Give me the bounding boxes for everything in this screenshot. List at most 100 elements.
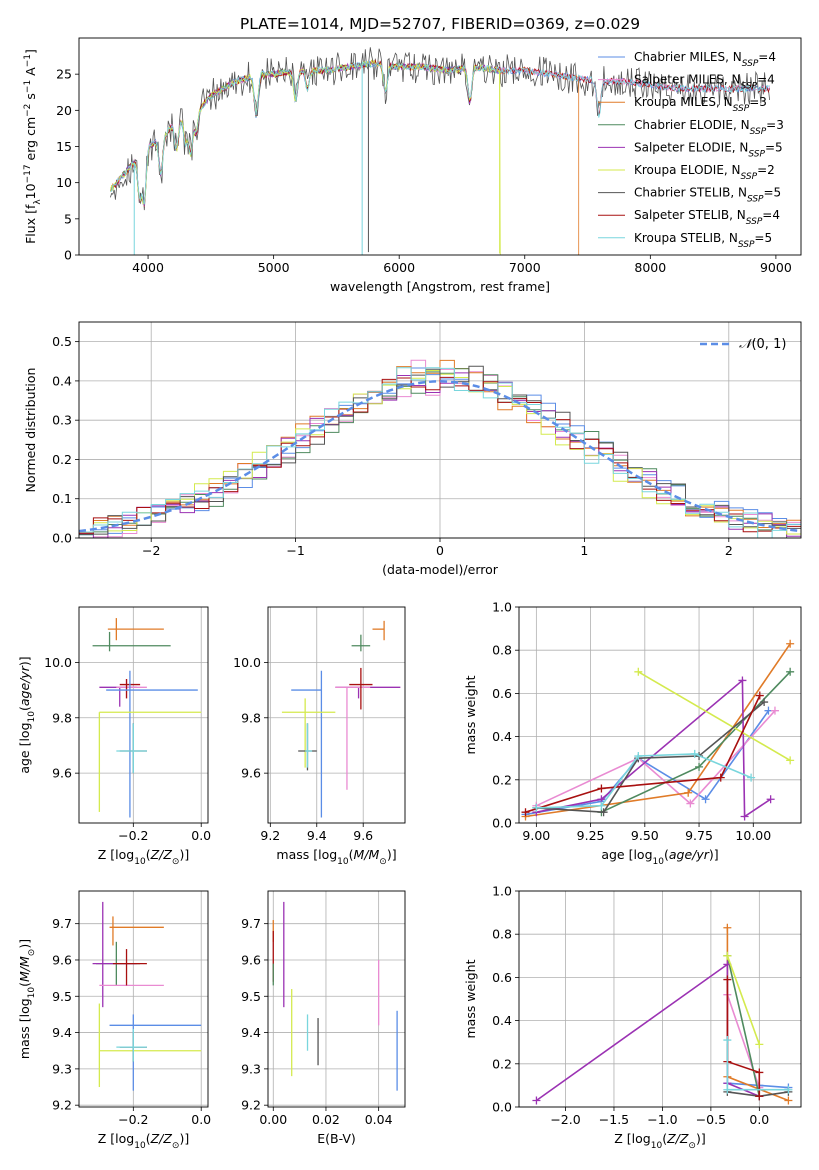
weight-marker (755, 691, 764, 700)
x-tick-label: −0.5 (696, 1112, 726, 1127)
y-tick-label: 0.4 (52, 373, 72, 388)
y-axis-label: mass [log10(M/M⊙)] (17, 939, 37, 1059)
x-tick-label: 9.25 (577, 828, 605, 843)
y-tick-label: 0.3 (52, 413, 72, 428)
axes-frame (267, 890, 406, 1108)
legend-label: Salpeter STELIB, NSSP=4 (634, 208, 780, 227)
errorbar-chabrier-elodie (92, 631, 171, 652)
legend-label: Chabrier MILES, NSSP=4 (634, 50, 776, 69)
errorbar-chabrier-elodie (351, 634, 371, 652)
plot-area (281, 620, 401, 818)
x-tick-label: −1.5 (599, 1112, 629, 1127)
errorbar-kroupa-miles (109, 916, 164, 946)
legend-label: Kroupa ELODIE, NSSP=2 (634, 163, 775, 182)
y-tick-label: 15 (56, 139, 72, 154)
y-axis-label: Flux [fλ10−17 erg cm−2 s−1 A−1] (23, 49, 43, 244)
axes-frame (267, 606, 406, 824)
plot-area (92, 618, 202, 818)
x-tick-label: 9000 (760, 260, 792, 275)
weight-marker (786, 639, 795, 648)
x-tick-label: 0.0 (191, 828, 211, 843)
y-axis-label: mass weight (463, 959, 478, 1038)
y-axis-label: mass weight (463, 675, 478, 754)
spectrum-line-kroupa-miles (110, 60, 580, 255)
x-axis-label: (data-model)/error (382, 562, 499, 577)
x-tick-label: −0.2 (118, 828, 148, 843)
y-tick-label: 10 (56, 175, 72, 190)
weight-marker (760, 698, 769, 707)
x-axis-label: age [log10(age/yr)] (601, 847, 718, 867)
panel-weight-vs-age: 9.00 9.25 9.50 9.75 10.00 0.0 0.2 0.4 0.6 0.8 1.0 a… (463, 600, 802, 867)
weight-marker (532, 803, 541, 812)
y-tick-label: 9.6 (52, 766, 72, 781)
y-tick-label: 5 (64, 211, 72, 226)
weight-marker (755, 1068, 764, 1077)
weight-marker (532, 1096, 541, 1105)
errorbar-salpeter-stelib (349, 667, 373, 710)
y-tick-label: 0 (64, 248, 72, 263)
y-tick-label: 9.8 (241, 710, 261, 725)
y-tick-label: 1.0 (492, 884, 512, 899)
panel-histogram: −2 −1 0 1 2 0.0 0.1 0.2 0.3 0.4 0.5 (data-model)/er… (23, 321, 802, 577)
spectrum-line-chabrier-elodie (110, 59, 500, 207)
x-tick-label: 10.00 (735, 828, 771, 843)
spectrum-legend: Chabrier MILES, NSSP=4 Salpeter MILES, NS… (598, 50, 784, 250)
y-tick-label: 0.0 (492, 816, 512, 831)
histogram-salpeter-stelib (79, 376, 801, 534)
errorbar-kroupa-elodie (98, 711, 202, 812)
legend-label: Salpeter MILES, NSSP=4 (634, 73, 775, 92)
weight-marker (723, 975, 732, 984)
y-tick-label: 0.6 (492, 970, 512, 985)
axes-frame (518, 890, 802, 1108)
plot-area (92, 901, 202, 1091)
y-tick-label: 0.0 (492, 1100, 512, 1115)
x-tick-label: 9.6 (353, 828, 373, 843)
y-tick-label: 9.4 (241, 1025, 261, 1040)
errorbar-salpeter-elodie (335, 686, 401, 699)
spectrum-line-kroupa-stelib (110, 61, 770, 205)
y-tick-label: 1.0 (492, 600, 512, 615)
y-tick-label: 0.2 (492, 1056, 512, 1071)
y-tick-label: 0.5 (52, 334, 72, 349)
legend-label: 𝒩(0, 1) (739, 337, 786, 352)
y-tick-label: 0.8 (492, 643, 512, 658)
x-tick-label: 2 (725, 543, 733, 558)
plot-area (521, 639, 795, 821)
weight-marker (695, 762, 704, 771)
y-tick-label: 9.3 (52, 1061, 72, 1076)
weight-marker (597, 784, 606, 793)
y-tick-label: 0.6 (492, 686, 512, 701)
x-tick-label: 5000 (258, 260, 290, 275)
x-tick-label: 0.00 (259, 1112, 287, 1127)
legend-label: Kroupa STELIB, NSSP=5 (634, 231, 772, 250)
y-tick-label: 9.7 (241, 916, 261, 931)
x-tick-label: −1.0 (647, 1112, 677, 1127)
weight-series-kroupa-miles (521, 639, 795, 821)
weight-marker (784, 1085, 793, 1094)
weight-marker (690, 749, 699, 758)
x-tick-label: 0.04 (365, 1112, 393, 1127)
y-tick-label: 0.0 (52, 531, 72, 546)
weight-marker (784, 1096, 793, 1105)
weight-marker (521, 808, 530, 817)
weight-marker (701, 795, 710, 804)
weight-marker (766, 795, 775, 804)
weight-marker (755, 1092, 764, 1101)
x-tick-label: 0.0 (191, 1112, 211, 1127)
errorbar-kroupa-elodie (281, 698, 336, 768)
errorbar-salpeter-elodie (92, 901, 137, 1008)
y-tick-label: 0.4 (492, 1013, 512, 1028)
plot-area (532, 923, 793, 1105)
y-tick-label: 0.2 (492, 772, 512, 787)
weight-marker (786, 667, 795, 676)
y-tick-label: 9.4 (52, 1025, 72, 1040)
weight-series-kroupa-elodie (634, 667, 795, 765)
y-tick-label: 0.4 (492, 729, 512, 744)
weight-series-salpeter-elodie (532, 676, 775, 821)
weight-marker (755, 1040, 764, 1049)
x-axis-label: Z [log10(Z/Z⊙)] (614, 1131, 705, 1151)
x-tick-label: 9.2 (260, 828, 280, 843)
axes-frame (78, 890, 209, 1108)
weight-series-salpeter-elodie (532, 960, 764, 1105)
